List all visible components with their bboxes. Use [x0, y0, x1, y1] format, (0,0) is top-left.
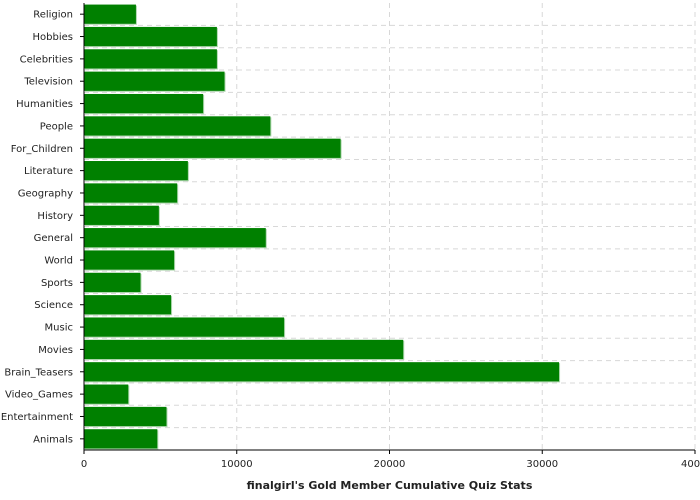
- bar-general: [84, 228, 266, 248]
- category-label: Hobbies: [33, 32, 73, 43]
- category-label: Sports: [41, 278, 73, 289]
- category-label: Entertainment: [1, 412, 73, 423]
- category-label: People: [40, 121, 73, 132]
- bar-science: [84, 295, 172, 315]
- bar-brain-teasers: [84, 362, 560, 382]
- category-labels: Religion Hobbies Celebrities Television Huma…: [1, 10, 84, 445]
- x-axis-title: finalgirl's Gold Member Cumulative Quiz …: [247, 479, 533, 492]
- bar-television: [84, 71, 225, 91]
- bar-world: [84, 250, 175, 270]
- bar-entertainment: [84, 406, 167, 427]
- bars: [84, 4, 561, 450]
- category-label: Brain_Teasers: [4, 367, 73, 378]
- x-tick-label: 20000: [374, 459, 406, 470]
- bar-celebrities: [84, 49, 217, 69]
- category-label: World: [44, 256, 73, 267]
- category-label: Literature: [24, 166, 73, 177]
- bar-literature: [84, 161, 188, 181]
- bar-people: [84, 116, 271, 136]
- bar-for-children: [84, 138, 341, 158]
- category-label: General: [34, 233, 73, 244]
- x-ticks: 0 10000 20000 30000 40000: [81, 450, 700, 470]
- category-label: Science: [34, 300, 73, 311]
- bar-hobbies: [84, 26, 217, 47]
- category-label: History: [37, 211, 73, 222]
- category-label: Music: [45, 323, 73, 334]
- category-label: Video_Games: [5, 390, 73, 401]
- x-tick-label: 10000: [221, 459, 253, 470]
- bar-geography: [84, 183, 178, 203]
- category-label: For_Children: [11, 144, 73, 155]
- grid-lines: [84, 3, 696, 451]
- category-label: Animals: [33, 434, 73, 445]
- category-label: Television: [23, 77, 73, 88]
- x-tick-label: 0: [81, 459, 87, 470]
- category-label: Humanities: [16, 99, 73, 110]
- category-label: Celebrities: [20, 54, 73, 65]
- category-label: Movies: [38, 345, 73, 356]
- x-tick-label: 40000: [681, 459, 700, 470]
- bar-humanities: [84, 93, 204, 114]
- bar-history: [84, 205, 159, 225]
- bar-movies: [84, 339, 404, 360]
- category-label: Religion: [33, 10, 73, 21]
- bar-sports: [84, 272, 141, 292]
- bar-video-games: [84, 384, 129, 404]
- bar-religion: [84, 4, 136, 24]
- x-tick-label: 30000: [526, 459, 558, 470]
- bar-music: [84, 317, 285, 337]
- bar-animals: [84, 429, 158, 449]
- category-label: Geography: [18, 188, 73, 199]
